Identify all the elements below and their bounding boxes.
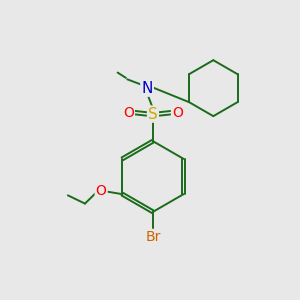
Text: O: O — [172, 106, 183, 120]
Text: Br: Br — [145, 230, 160, 244]
Text: O: O — [123, 106, 134, 120]
Text: S: S — [148, 106, 158, 122]
Text: N: N — [141, 81, 153, 96]
Text: O: O — [96, 184, 106, 198]
